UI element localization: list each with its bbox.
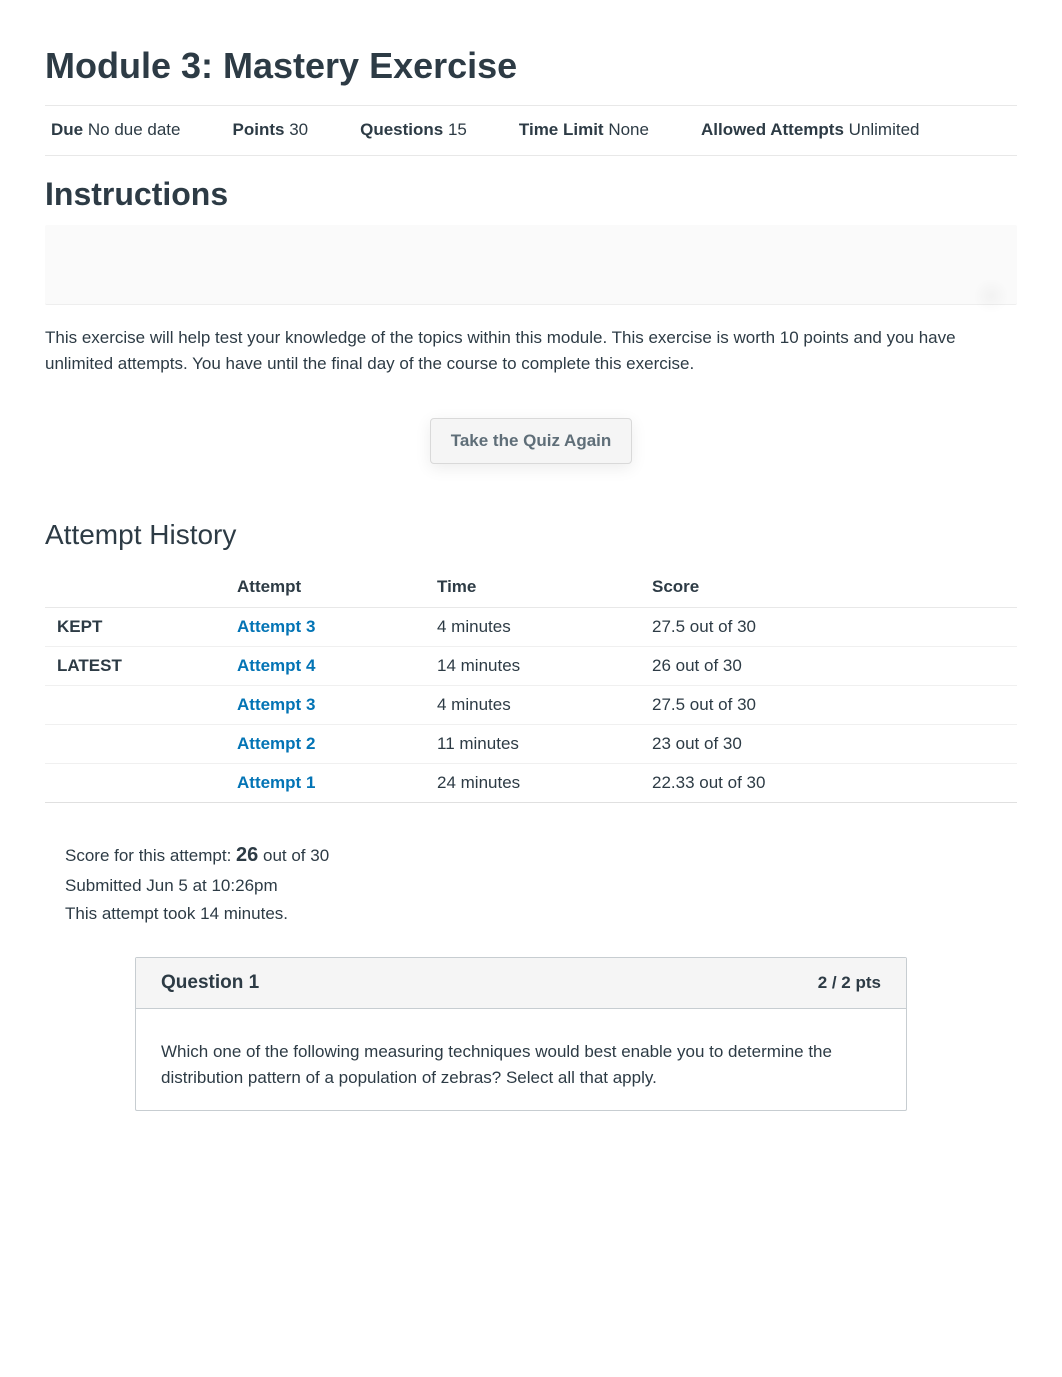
row-score: 26 out of 30	[640, 646, 1017, 685]
row-score: 27.5 out of 30	[640, 607, 1017, 646]
row-time: 11 minutes	[425, 724, 640, 763]
row-score: 23 out of 30	[640, 724, 1017, 763]
attempt-link[interactable]: Attempt 2	[237, 734, 315, 753]
question-card: Question 1 2 / 2 pts Which one of the fo…	[135, 957, 907, 1111]
instructions-banner-placeholder	[45, 225, 1017, 305]
meta-attempts-value: Unlimited	[849, 120, 920, 139]
table-row: KEPT Attempt 3 4 minutes 27.5 out of 30	[45, 607, 1017, 646]
meta-timelimit: Time Limit None	[519, 116, 649, 145]
row-tag: KEPT	[45, 607, 225, 646]
meta-points: Points 30	[233, 116, 309, 145]
history-col-blank	[45, 569, 225, 608]
history-col-score: Score	[640, 569, 1017, 608]
table-row: Attempt 3 4 minutes 27.5 out of 30	[45, 685, 1017, 724]
attempt-link[interactable]: Attempt 1	[237, 773, 315, 792]
attempt-history-table: Attempt Time Score KEPT Attempt 3 4 minu…	[45, 569, 1017, 803]
row-time: 24 minutes	[425, 763, 640, 802]
instructions-body: This exercise will help test your knowle…	[45, 325, 1017, 378]
meta-timelimit-value: None	[608, 120, 649, 139]
attempt-summary: Score for this attempt: 26 out of 30 Sub…	[45, 838, 1017, 930]
meta-due-label: Due	[51, 120, 83, 139]
meta-due-value: No due date	[88, 120, 181, 139]
question-title: Question 1	[161, 972, 259, 994]
row-time: 14 minutes	[425, 646, 640, 685]
attempt-link[interactable]: Attempt 3	[237, 617, 315, 636]
attempt-history-heading: Attempt History	[45, 519, 1017, 551]
take-quiz-again-button[interactable]: Take the Quiz Again	[430, 418, 633, 464]
table-row: Attempt 1 24 minutes 22.33 out of 30	[45, 763, 1017, 802]
meta-points-value: 30	[289, 120, 308, 139]
question-body: Which one of the following measuring tec…	[136, 1009, 906, 1110]
page-title: Module 3: Mastery Exercise	[45, 45, 1017, 87]
meta-due: Due No due date	[51, 116, 181, 145]
meta-attempts: Allowed Attempts Unlimited	[701, 116, 920, 145]
meta-questions-value: 15	[448, 120, 467, 139]
quiz-meta: Due No due date Points 30 Questions 15 T…	[45, 105, 1017, 156]
attempt-link[interactable]: Attempt 3	[237, 695, 315, 714]
row-time: 4 minutes	[425, 607, 640, 646]
meta-questions: Questions 15	[360, 116, 467, 145]
meta-questions-label: Questions	[360, 120, 443, 139]
question-points: 2 / 2 pts	[818, 973, 881, 993]
meta-timelimit-label: Time Limit	[519, 120, 604, 139]
row-score: 22.33 out of 30	[640, 763, 1017, 802]
meta-attempts-label: Allowed Attempts	[701, 120, 844, 139]
decorative-blur	[973, 278, 1009, 314]
question-header: Question 1 2 / 2 pts	[136, 958, 906, 1009]
history-col-attempt: Attempt	[225, 569, 425, 608]
summary-duration: This attempt took 14 minutes.	[65, 900, 1017, 929]
table-row: Attempt 2 11 minutes 23 out of 30	[45, 724, 1017, 763]
summary-score-suffix: out of 30	[258, 846, 329, 865]
summary-submitted: Submitted Jun 5 at 10:26pm	[65, 872, 1017, 901]
meta-points-label: Points	[233, 120, 285, 139]
attempt-link[interactable]: Attempt 4	[237, 656, 315, 675]
row-tag	[45, 724, 225, 763]
summary-score-line: Score for this attempt: 26 out of 30	[65, 838, 1017, 872]
row-tag	[45, 763, 225, 802]
row-tag	[45, 685, 225, 724]
row-score: 27.5 out of 30	[640, 685, 1017, 724]
table-row: LATEST Attempt 4 14 minutes 26 out of 30	[45, 646, 1017, 685]
summary-score-value: 26	[236, 844, 258, 866]
instructions-heading: Instructions	[45, 176, 1017, 213]
row-time: 4 minutes	[425, 685, 640, 724]
row-tag: LATEST	[45, 646, 225, 685]
history-col-time: Time	[425, 569, 640, 608]
summary-score-prefix: Score for this attempt:	[65, 846, 236, 865]
